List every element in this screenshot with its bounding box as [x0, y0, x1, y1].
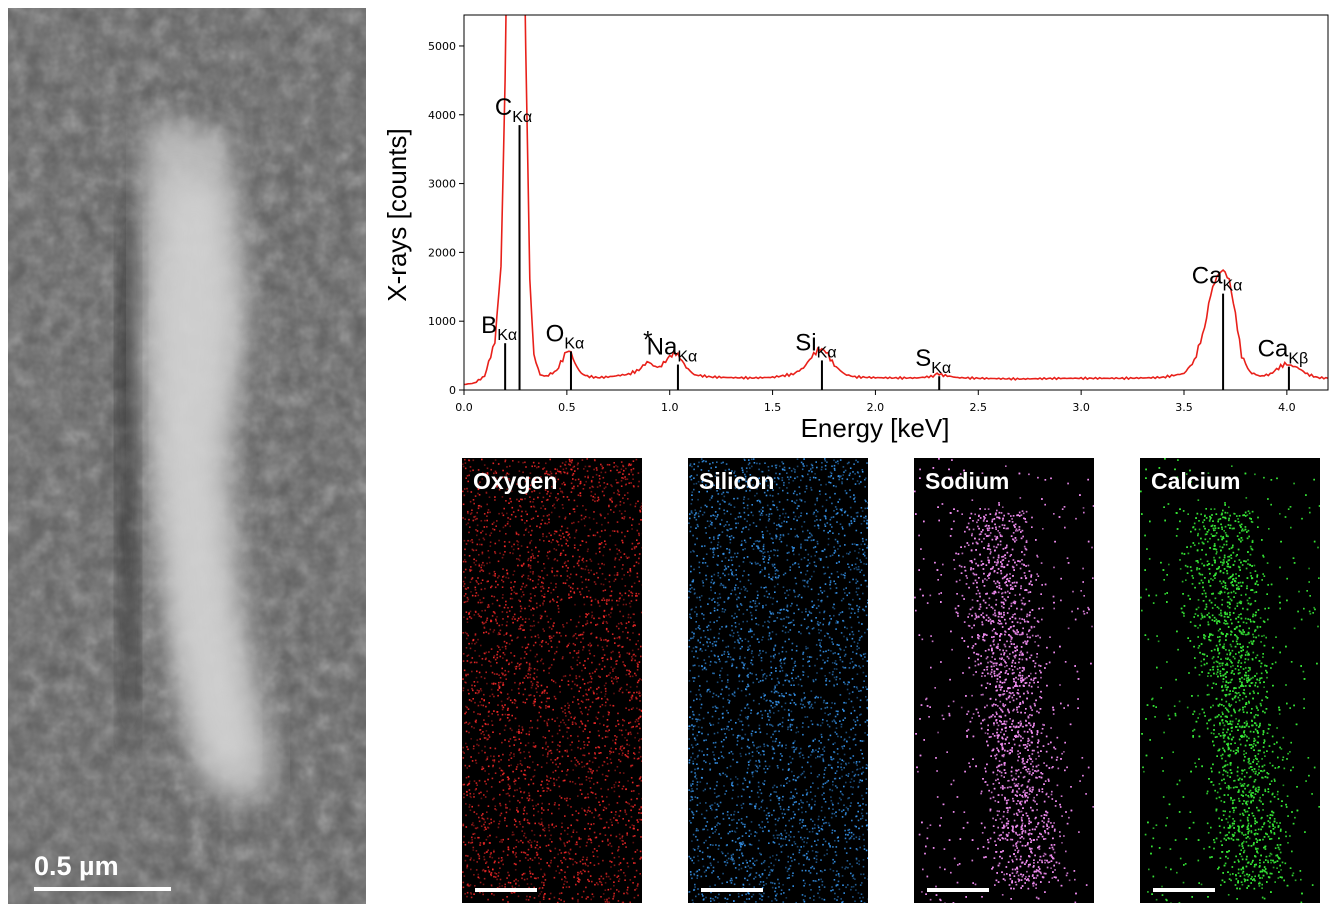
y-tick-label: 0 [449, 384, 456, 397]
x-tick-label: 2.0 [867, 401, 885, 414]
calcium-map-scale-bar [1153, 888, 1215, 892]
peak-label: SiKα [795, 329, 836, 361]
y-tick-label: 5000 [428, 40, 456, 53]
peak-label: NaKα [647, 334, 698, 366]
annotation-asterisk: * [643, 327, 652, 354]
peak-label: BKα [481, 312, 517, 344]
calcium-map: Calcium [1140, 458, 1320, 903]
silicon-map-signal [688, 458, 868, 903]
oxygen-map: Oxygen [462, 458, 642, 903]
x-tick-label: 2.5 [970, 401, 988, 414]
scale-bar [34, 887, 171, 891]
y-tick-label: 3000 [428, 178, 456, 191]
y-tick-label: 4000 [428, 109, 456, 122]
sodium-map-signal [914, 458, 1094, 903]
sodium-map-label: Sodium [925, 468, 1010, 494]
calcium-map-label: Calcium [1151, 468, 1241, 494]
silicon-map: Silicon [688, 458, 868, 903]
x-axis-label: Energy [keV] [801, 413, 950, 443]
peak-labels: BKα CKα OKα NaKα SiKα SKα CaKα CaKβ * [481, 94, 1308, 377]
axis-ticks: 0.0 0.5 1.0 1.5 2.0 2.5 3.0 3.5 4.0 0 1000 2000 3000… [428, 40, 1296, 414]
peak-label: SKα [915, 345, 951, 377]
x-tick-label: 1.0 [661, 401, 679, 414]
x-tick-label: 3.5 [1175, 401, 1193, 414]
eds-spectrum-chart: 0.0 0.5 1.0 1.5 2.0 2.5 3.0 3.5 4.0 0 1000 2000 3000… [382, 14, 1329, 443]
oxygen-map-label: Oxygen [473, 468, 558, 494]
peak-label: CKα [495, 94, 532, 126]
y-tick-label: 1000 [428, 315, 456, 328]
stem-micrograph [8, 8, 366, 904]
x-tick-label: 0.5 [558, 401, 576, 414]
x-tick-label: 0.0 [455, 401, 473, 414]
x-tick-label: 1.5 [764, 401, 782, 414]
x-tick-label: 3.0 [1072, 401, 1090, 414]
y-tick-label: 2000 [428, 246, 456, 259]
sodium-map: Sodium [914, 458, 1094, 903]
oxygen-map-scale-bar [475, 888, 537, 892]
stem-image: 0.5 µm [8, 8, 366, 904]
silicon-map-scale-bar [701, 888, 763, 892]
calcium-map-signal [1140, 458, 1320, 903]
peak-label: CaKα [1192, 263, 1243, 295]
peak-markers [504, 125, 1290, 390]
sodium-map-scale-bar [927, 888, 989, 892]
oxygen-map-signal [462, 458, 642, 903]
scale-bar-label: 0.5 µm [34, 851, 119, 881]
plot-frame [463, 14, 1329, 391]
peak-label: CaKβ [1258, 336, 1309, 368]
x-tick-label: 4.0 [1278, 401, 1296, 414]
y-axis-label: X-rays [counts] [382, 128, 412, 301]
spectrum-line [464, 15, 1328, 386]
silicon-map-label: Silicon [699, 468, 775, 494]
peak-label: OKα [546, 320, 585, 352]
